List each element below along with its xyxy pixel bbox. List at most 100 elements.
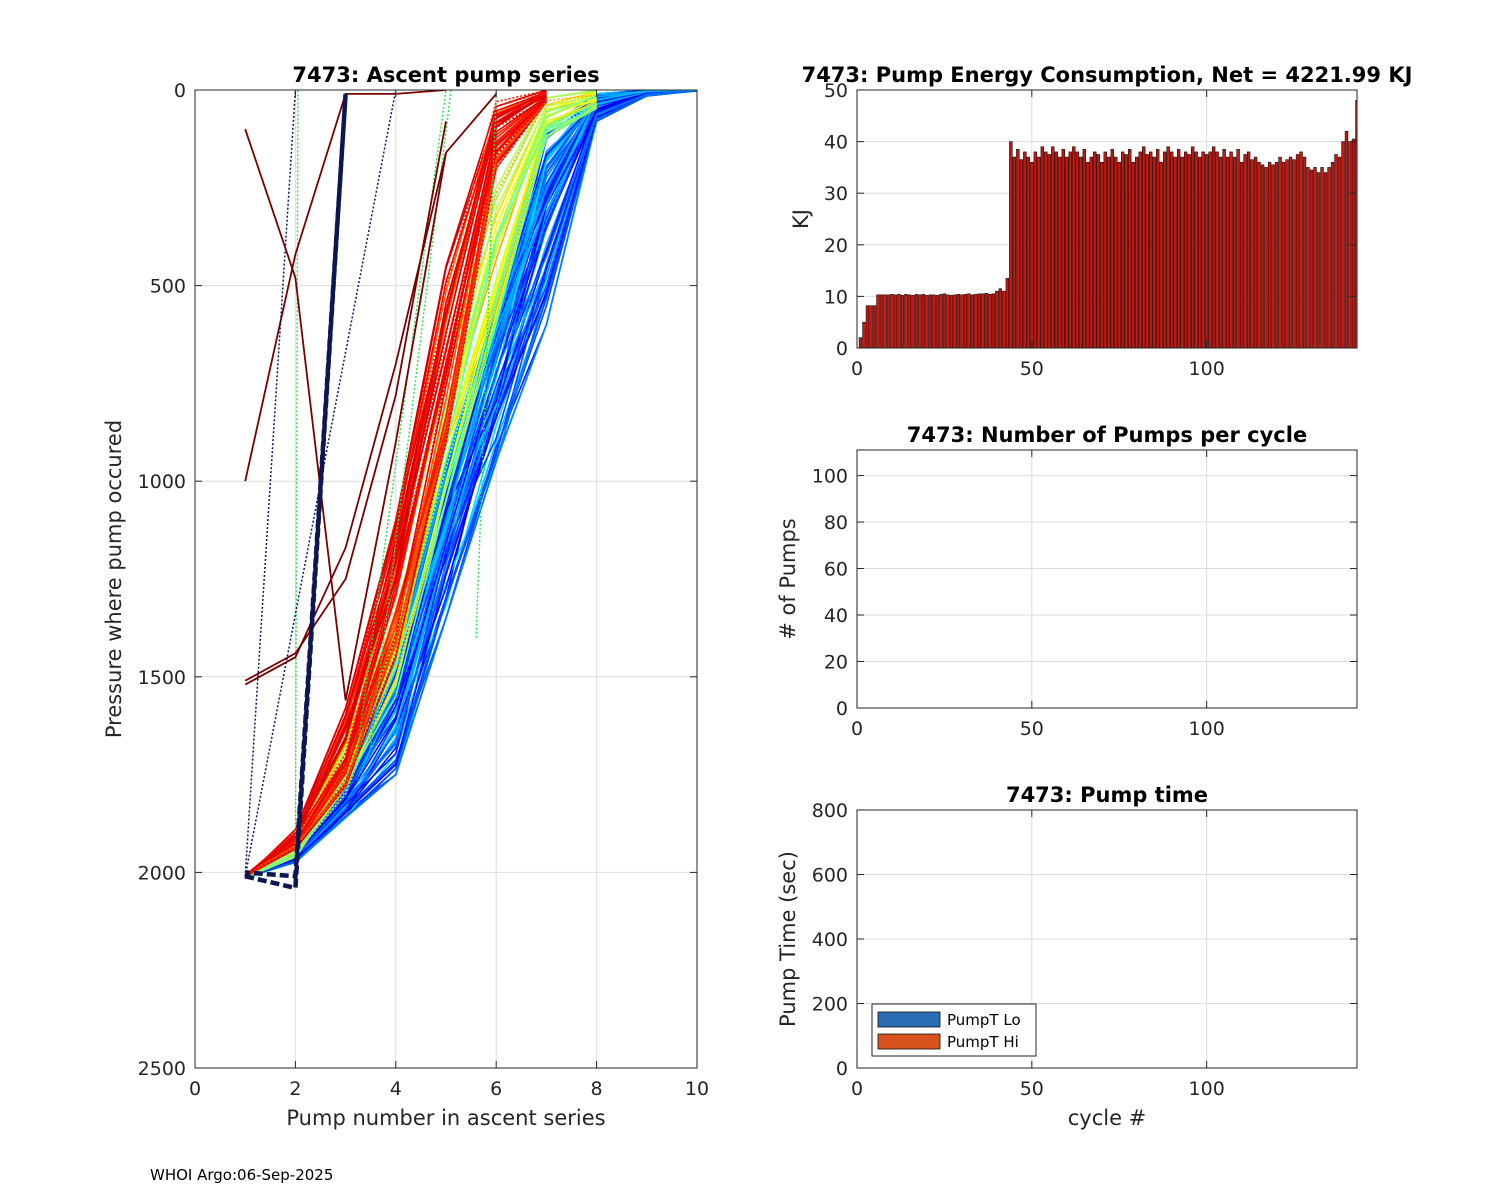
bar xyxy=(1309,169,1314,348)
bar xyxy=(988,294,992,348)
bar xyxy=(1114,156,1118,348)
legend-entry: PumpT Hi xyxy=(947,1033,1019,1051)
bar xyxy=(1302,156,1307,348)
y-tick-label: 1500 xyxy=(138,667,186,689)
x-tick-label: 50 xyxy=(1020,358,1044,380)
axes-box xyxy=(194,89,698,1069)
bar xyxy=(1351,138,1356,348)
chart-title: 7473: Ascent pump series xyxy=(292,63,599,87)
bar xyxy=(946,294,950,348)
bar xyxy=(1183,151,1188,348)
bar xyxy=(1121,151,1125,348)
bar xyxy=(1068,151,1072,348)
chart-title: 7473: Number of Pumps per cycle xyxy=(907,423,1307,447)
y-tick-label: 800 xyxy=(812,800,848,822)
bar xyxy=(1149,151,1153,348)
bar xyxy=(1299,151,1303,348)
x-tick-label: 10 xyxy=(685,1078,709,1100)
series-line-navy-dotted xyxy=(244,90,297,877)
bar xyxy=(1061,149,1066,348)
legend: PumpT Lo PumpT Hi xyxy=(871,1003,1037,1057)
y-tick-label: 80 xyxy=(824,512,848,534)
bar xyxy=(1330,161,1335,348)
bar xyxy=(1334,154,1338,348)
series-line-green xyxy=(294,90,299,877)
legend-swatch xyxy=(877,1033,941,1050)
bar xyxy=(1162,151,1167,348)
bar xyxy=(1005,278,1010,348)
bar xyxy=(1264,167,1268,348)
y-tick-label: 60 xyxy=(824,559,848,581)
bar xyxy=(1065,156,1069,348)
bar xyxy=(1086,161,1090,348)
bar xyxy=(1187,154,1191,348)
bar xyxy=(1047,154,1052,348)
bar xyxy=(1229,151,1233,348)
bar xyxy=(865,305,870,348)
bar xyxy=(925,295,929,348)
bar xyxy=(1274,161,1279,348)
bar xyxy=(1313,167,1317,348)
bar xyxy=(998,288,1003,348)
bar xyxy=(1002,290,1006,348)
bar xyxy=(1204,154,1209,348)
bar xyxy=(872,305,877,348)
y-tick-label: 10 xyxy=(824,286,848,308)
bar xyxy=(1142,146,1146,348)
series-line-darkred xyxy=(244,152,447,686)
bar xyxy=(918,294,922,348)
bar xyxy=(904,294,908,348)
plot-area xyxy=(857,450,1357,708)
y-tick-label: 400 xyxy=(812,929,848,951)
x-axis-label: Pump number in ascent series xyxy=(286,1106,605,1130)
bar xyxy=(1166,146,1170,348)
bar xyxy=(911,295,915,348)
bar xyxy=(1124,154,1128,348)
bar xyxy=(1093,151,1097,348)
bar xyxy=(1239,161,1244,348)
bar xyxy=(1190,146,1195,348)
y-tick-label: 0 xyxy=(174,80,186,102)
y-tick-label: 600 xyxy=(812,865,848,887)
series-line-cycle1 xyxy=(244,93,348,891)
bar xyxy=(984,292,989,348)
bar xyxy=(1337,156,1342,348)
bar xyxy=(981,293,985,348)
plot-content xyxy=(244,90,697,891)
bar xyxy=(886,294,891,348)
bar xyxy=(1030,161,1034,348)
x-tick-label: 50 xyxy=(1020,1078,1044,1100)
bar xyxy=(900,295,905,348)
bar xyxy=(1180,156,1184,348)
y-tick-label: 40 xyxy=(824,132,848,154)
bar xyxy=(1040,146,1045,348)
bar xyxy=(1054,151,1059,348)
bar xyxy=(1110,149,1114,348)
series-line-green xyxy=(475,90,497,638)
x-tick-label: 2 xyxy=(289,1078,301,1100)
plot-area xyxy=(195,90,697,1068)
bar xyxy=(1138,151,1142,348)
bar xyxy=(1051,146,1055,348)
bar xyxy=(942,293,947,348)
bar xyxy=(1103,151,1107,348)
bar xyxy=(1320,167,1324,348)
bar xyxy=(1016,149,1020,348)
chart-title: 7473: Pump time xyxy=(1006,783,1208,807)
bar xyxy=(1096,154,1100,348)
y-axis-label: KJ xyxy=(789,209,813,229)
series-line xyxy=(244,106,597,879)
bar xyxy=(1236,149,1240,348)
y-tick-label: 2500 xyxy=(138,1058,186,1080)
bar xyxy=(1176,149,1181,348)
bar xyxy=(1072,146,1076,348)
bar xyxy=(1295,154,1300,348)
bar xyxy=(1012,156,1017,348)
y-tick-label: 20 xyxy=(824,652,848,674)
bar xyxy=(858,337,863,348)
footer-stamp: WHOI Argo:06-Sep-2025 xyxy=(150,1166,334,1184)
x-axis-label: cycle # xyxy=(1068,1106,1147,1130)
bar xyxy=(1271,164,1275,348)
x-tick-label: 0 xyxy=(189,1078,201,1100)
